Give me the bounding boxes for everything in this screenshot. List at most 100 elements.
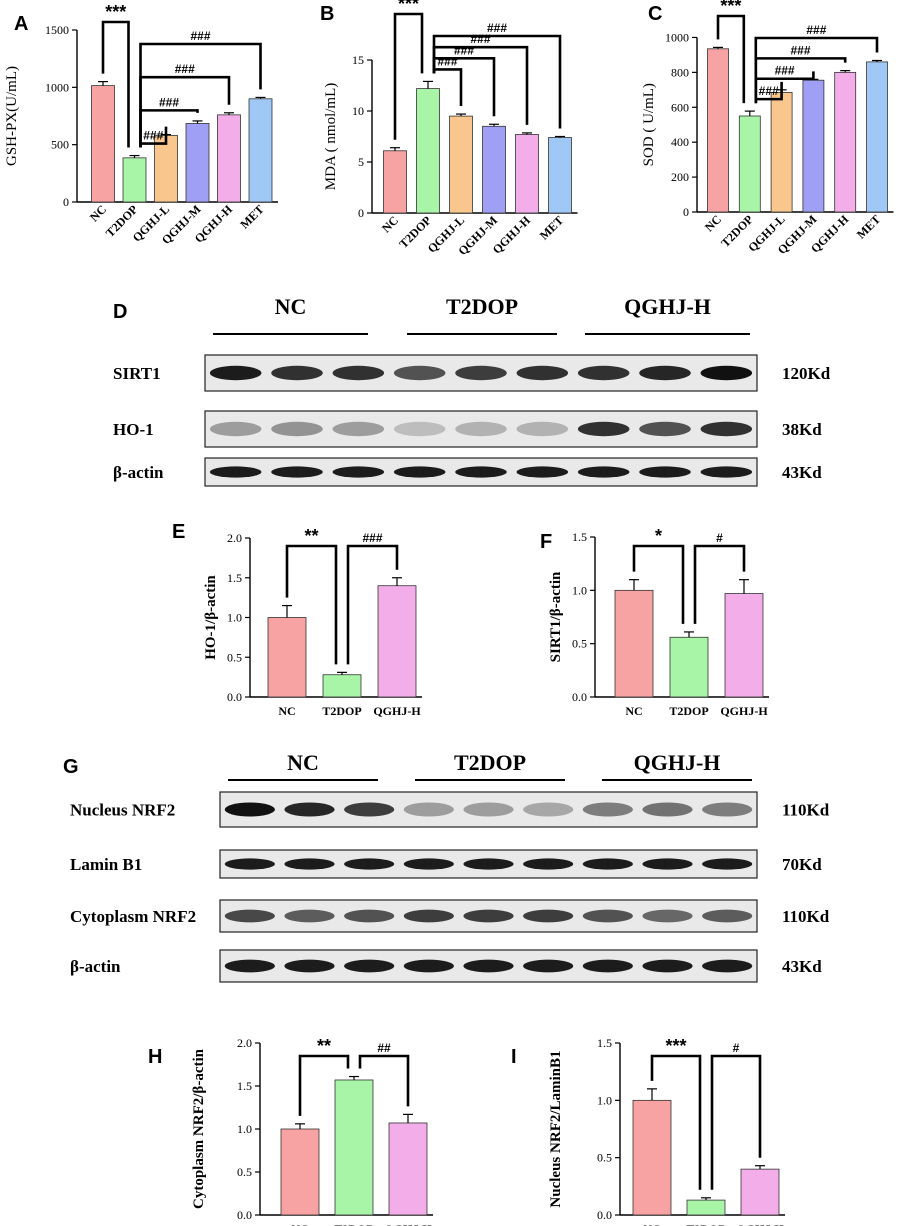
bar-qghj-l xyxy=(449,115,473,214)
blot-band xyxy=(403,909,454,923)
blot-band xyxy=(639,365,691,381)
significance-label: # xyxy=(733,1041,740,1055)
blot-band xyxy=(700,421,753,437)
blot-band xyxy=(577,421,630,437)
bar-nc xyxy=(707,48,729,213)
blot-band xyxy=(700,365,753,381)
bar-nc xyxy=(267,617,307,698)
significance-label: ### xyxy=(143,129,163,143)
y-tick-label: 2.0 xyxy=(227,531,242,545)
category-label: MET xyxy=(237,202,266,231)
blot-band xyxy=(455,466,507,478)
bar-t2dop xyxy=(669,636,709,698)
category-label: NC xyxy=(278,704,295,718)
y-tick-label: 0.5 xyxy=(597,1151,612,1165)
blot-band xyxy=(523,858,574,870)
panel-letter: E xyxy=(172,521,185,543)
panel-letter: F xyxy=(540,531,552,553)
significance-bracket xyxy=(101,20,130,148)
significance-label: ### xyxy=(487,21,507,35)
blot-band xyxy=(393,365,446,381)
blot-band xyxy=(209,365,262,381)
significance-bracket xyxy=(710,1054,762,1190)
group-label: NC xyxy=(287,750,319,775)
category-label: NC xyxy=(625,704,642,718)
blot-row: Lamin B1 70Kd xyxy=(70,849,822,879)
blot-band xyxy=(523,909,574,923)
blot-band xyxy=(332,365,385,381)
blot-band xyxy=(284,802,335,817)
blot-row: HO-1 38Kd xyxy=(113,410,822,448)
bar-t2dop xyxy=(322,674,362,698)
y-axis-title: Nucleus NRF2/LaminB1 xyxy=(548,1050,564,1207)
y-tick-label: 0.0 xyxy=(597,1208,612,1222)
bar-nc xyxy=(614,589,654,698)
bar-qghj-h xyxy=(217,114,241,203)
category-label: QGHJ-H xyxy=(736,1222,784,1226)
blot-band xyxy=(271,421,323,437)
molecular-weight-label: 43Kd xyxy=(782,957,822,976)
y-tick-label: 5 xyxy=(358,155,364,169)
blot-band xyxy=(639,466,691,478)
bar-met xyxy=(248,98,273,203)
blot-band xyxy=(702,909,753,923)
significance-label: ### xyxy=(790,43,810,57)
blot-row: Nucleus NRF2 110Kd xyxy=(70,791,830,828)
bar-qghj-l xyxy=(770,92,793,213)
significance-bracket xyxy=(358,1054,410,1107)
y-tick-label: 200 xyxy=(671,170,689,184)
blot-band xyxy=(582,959,633,973)
blot-band xyxy=(577,365,630,381)
category-label: MET xyxy=(854,212,883,241)
panel-f-sirt1: F 0.0 0.5 1.0 1.5 SIRT1/β-actin NC T2DOP QGHJ-H *… xyxy=(540,526,769,718)
blot-row: Cytoplasm NRF2 110Kd xyxy=(70,899,830,933)
significance-label: *** xyxy=(720,0,741,16)
blot-band xyxy=(702,959,753,973)
blot-band xyxy=(332,466,385,478)
significance-label: *** xyxy=(665,1036,686,1056)
blot-band xyxy=(403,858,454,870)
blot-band xyxy=(516,466,569,478)
significance-label: ** xyxy=(304,526,318,546)
blot-band xyxy=(209,466,262,478)
group-label: NC xyxy=(275,294,307,319)
panel-letter: B xyxy=(320,3,334,25)
panel-e-ho1: E 0.0 0.5 1.0 1.5 2.0 HO-1/β-actin NC T2DOP QGHJ-… xyxy=(172,521,422,718)
blot-band xyxy=(516,365,569,381)
y-tick-label: 1000 xyxy=(665,30,689,44)
panel-letter: I xyxy=(511,1046,517,1068)
blot-row: SIRT1 120Kd xyxy=(113,354,831,392)
panel-letter: G xyxy=(63,756,79,778)
blot-band xyxy=(209,421,262,437)
blot-band xyxy=(284,959,335,973)
y-tick-label: 0.0 xyxy=(572,690,587,704)
blot-band xyxy=(463,802,514,817)
significance-bracket xyxy=(754,36,879,104)
bar-qghj-h xyxy=(834,71,857,213)
bar-t2dop xyxy=(686,1199,726,1216)
significance-bracket xyxy=(285,544,338,665)
bar-qghj-h xyxy=(515,134,539,214)
group-label: T2DOP xyxy=(446,294,518,319)
blot-band xyxy=(523,959,574,973)
panel-letter: C xyxy=(648,3,662,25)
blot-band xyxy=(271,466,323,478)
y-tick-label: 1500 xyxy=(45,23,69,37)
y-axis-title: HO-1/β-actin xyxy=(203,575,219,660)
blot-band xyxy=(582,909,633,923)
y-tick-label: 600 xyxy=(671,100,689,114)
panel-letter: A xyxy=(14,13,28,35)
bar-met xyxy=(548,137,572,214)
blot-row-label: HO-1 xyxy=(113,420,154,439)
significance-label: # xyxy=(716,531,723,545)
blot-row-label: SIRT1 xyxy=(113,364,161,383)
blot-band xyxy=(393,421,446,437)
blot-band xyxy=(582,802,633,817)
blot-band xyxy=(284,909,335,923)
bar-qghj-m xyxy=(482,125,506,214)
bar-qghj-m xyxy=(802,79,825,213)
category-label: T2DOP xyxy=(334,1222,373,1226)
y-tick-label: 1000 xyxy=(45,80,69,94)
blot-band xyxy=(700,466,753,478)
blot-band xyxy=(403,959,454,973)
